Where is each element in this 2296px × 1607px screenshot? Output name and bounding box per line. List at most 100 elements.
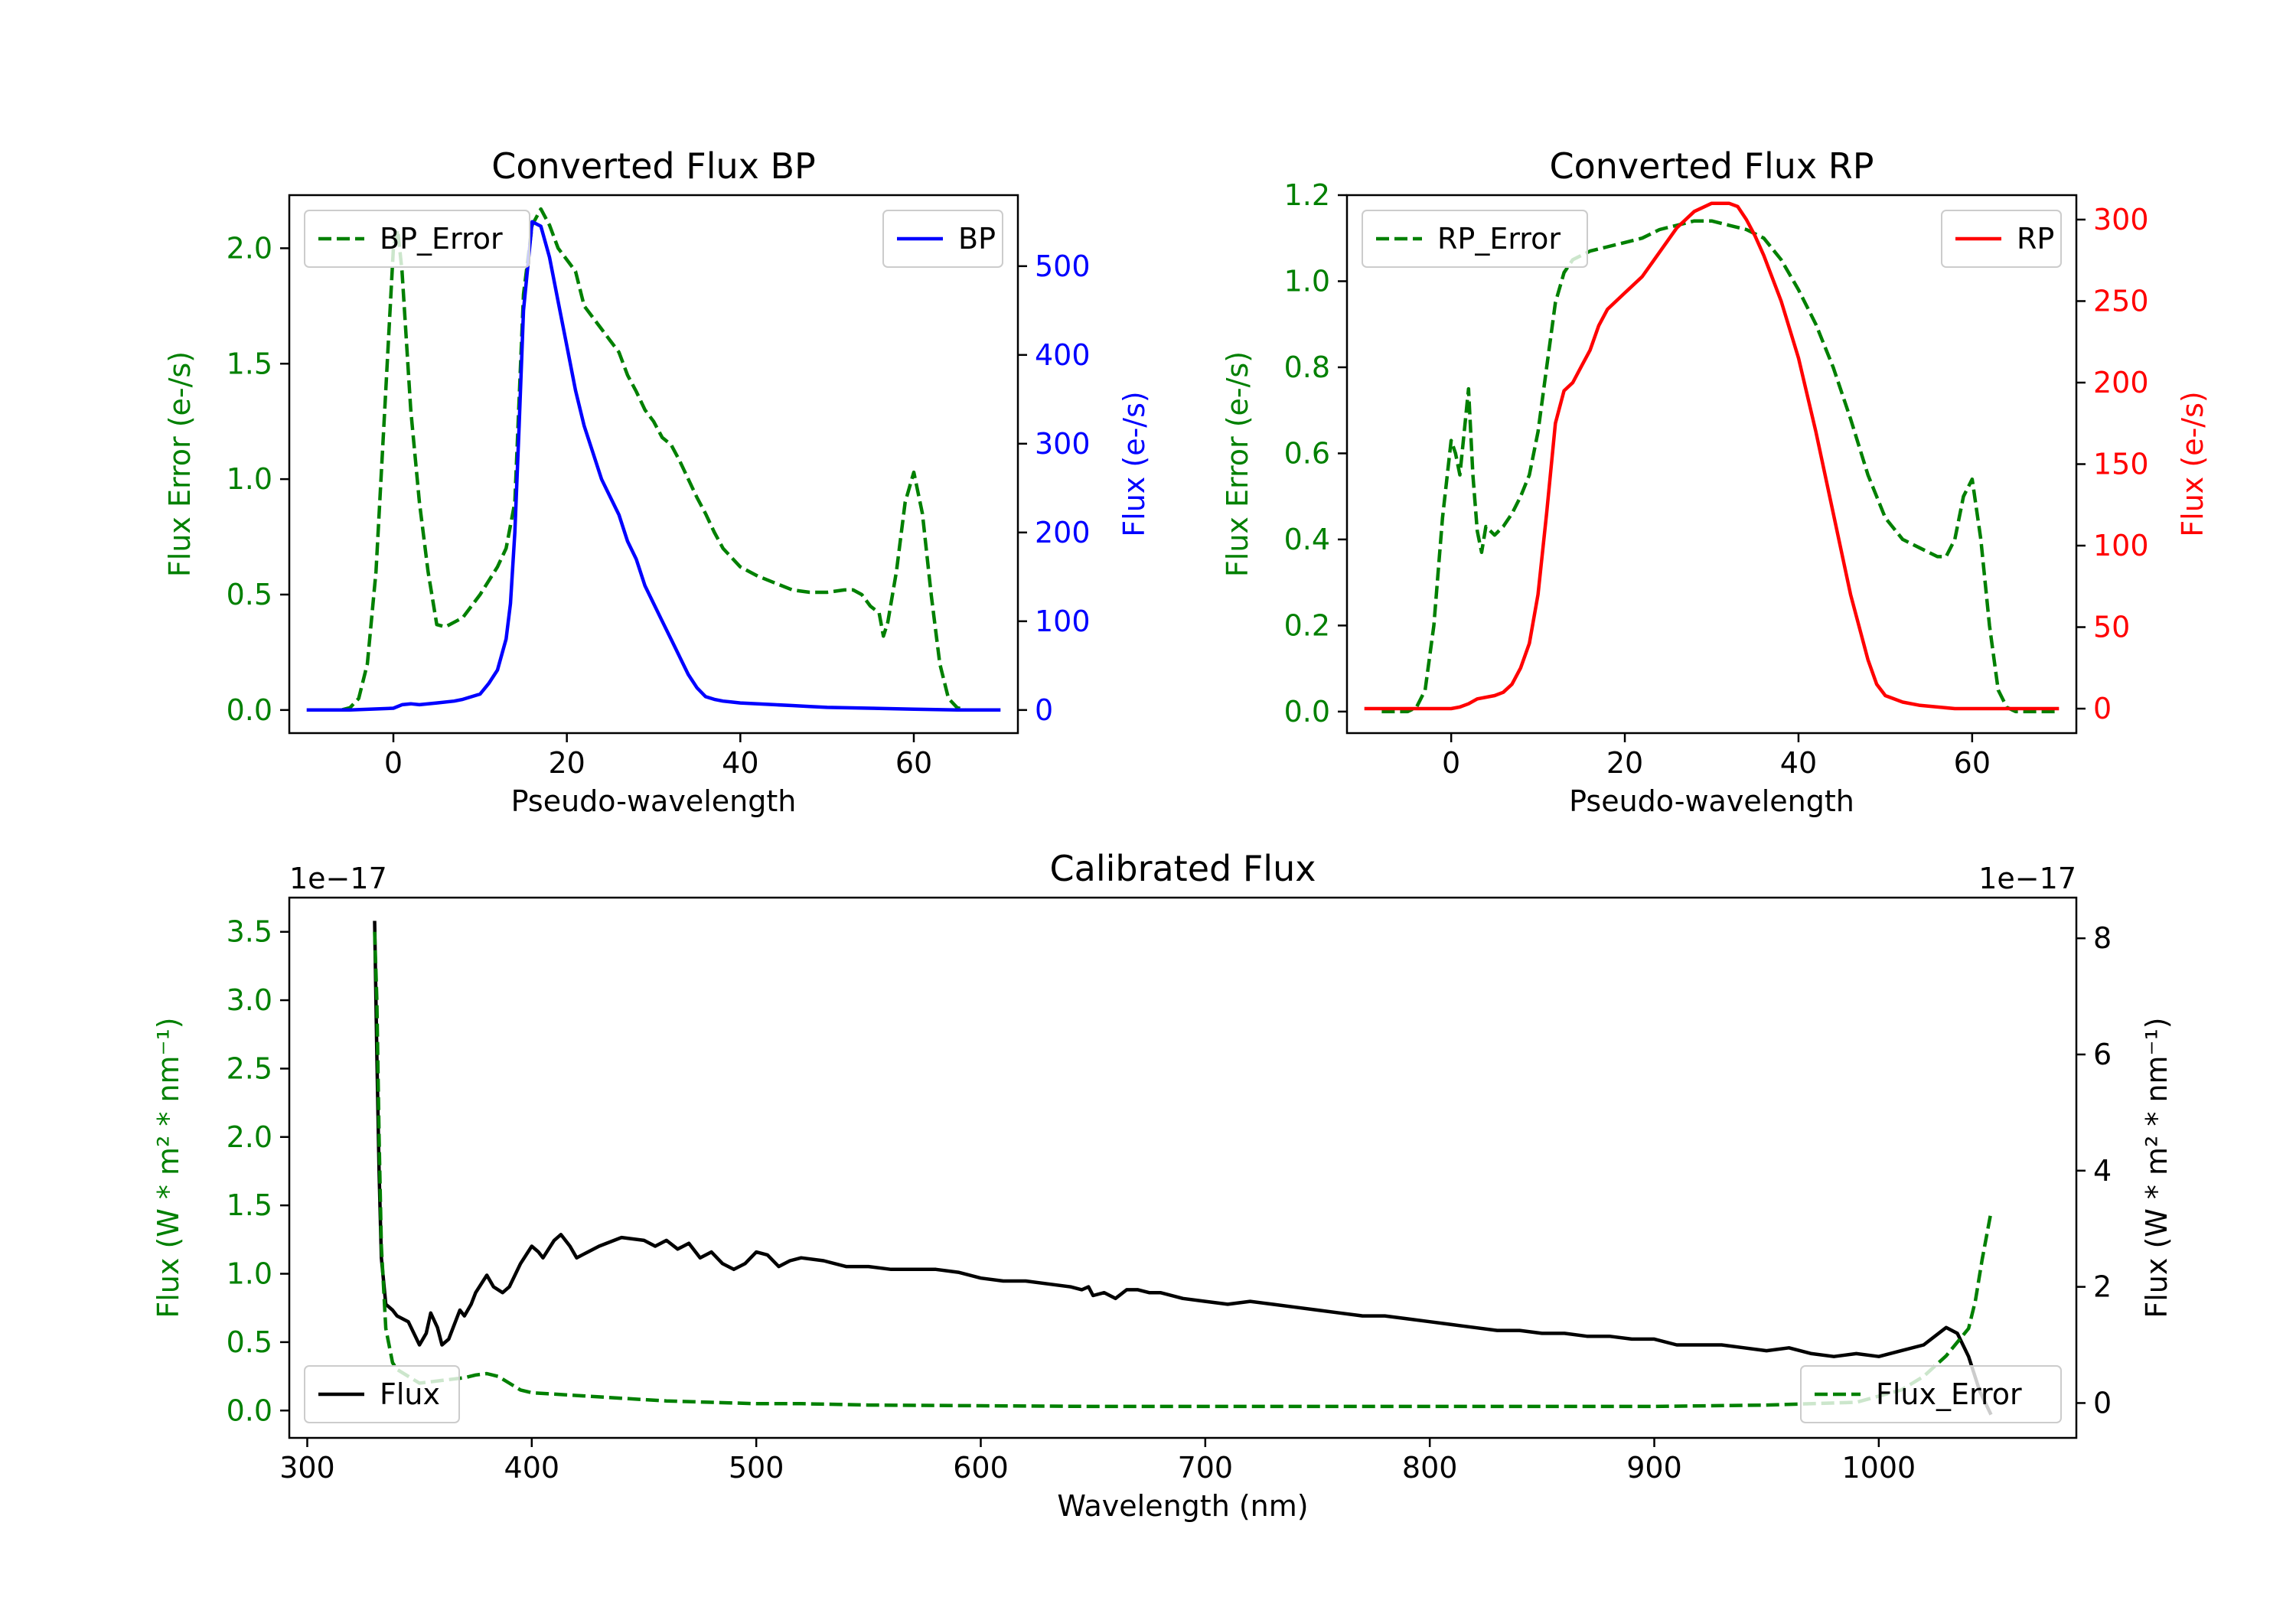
y-left-tick-label: 2.0 bbox=[227, 231, 272, 265]
series-line-rp-error bbox=[1381, 219, 2060, 714]
x-tick-label: 800 bbox=[1402, 1451, 1458, 1485]
y-left-offset-label: 1e−17 bbox=[289, 862, 387, 895]
legend-flux: Flux bbox=[304, 1365, 460, 1423]
x-tick-label: 1000 bbox=[1842, 1451, 1916, 1485]
plot-frame bbox=[288, 194, 1019, 735]
y-left-axis-label: Flux Error (e-/s) bbox=[1221, 351, 1254, 577]
y-left-tick-label: 0.6 bbox=[1284, 436, 1330, 470]
y-left-tick-label: 2.5 bbox=[227, 1051, 272, 1085]
y-right-tick-label: 400 bbox=[1035, 338, 1091, 372]
legend-label: BP_Error bbox=[380, 222, 503, 256]
y-left-tick-label: 1.0 bbox=[227, 1257, 272, 1291]
legend-label: Flux_Error bbox=[1876, 1377, 2022, 1411]
x-axis-label: Pseudo-wavelength bbox=[511, 784, 797, 818]
plot-frame bbox=[288, 896, 2078, 1439]
x-tick-label: 500 bbox=[729, 1451, 784, 1485]
series-line-rp bbox=[1364, 201, 2060, 711]
x-axis-label: Pseudo-wavelength bbox=[1569, 784, 1854, 818]
plot-frame bbox=[1345, 194, 2078, 735]
y-left-tick-label: 1.2 bbox=[1284, 178, 1330, 212]
chart-title: Calibrated Flux bbox=[1050, 848, 1316, 889]
legend-frame bbox=[304, 1365, 460, 1423]
y-left-tick-label: 1.0 bbox=[1284, 264, 1330, 298]
series-group bbox=[373, 921, 1993, 1416]
series-line-flux-error bbox=[373, 931, 1993, 1409]
y-left-tick-label: 0.4 bbox=[1284, 523, 1330, 556]
y-right-tick-label: 500 bbox=[1035, 249, 1091, 283]
legend-bp: BP bbox=[882, 210, 1003, 268]
y-right-axis-label: Flux (e-/s) bbox=[1117, 391, 1151, 536]
y-left-tick-label: 3.0 bbox=[227, 983, 272, 1017]
series-line-flux bbox=[373, 921, 1993, 1416]
x-tick-label: 400 bbox=[504, 1451, 560, 1485]
y-right-tick-label: 300 bbox=[1035, 427, 1091, 461]
y-right-tick-label: 4 bbox=[2093, 1154, 2112, 1188]
y-right-tick-label: 8 bbox=[2093, 921, 2112, 955]
y-right-tick-label: 50 bbox=[2093, 611, 2130, 644]
x-tick-label: 60 bbox=[1954, 746, 1991, 780]
y-left-axis-label: Flux (W * m² * nm⁻¹) bbox=[152, 1017, 185, 1318]
y-right-tick-label: 2 bbox=[2093, 1270, 2112, 1304]
chart-title: Converted Flux RP bbox=[1550, 145, 1874, 187]
y-right-axis-label: Flux (e-/s) bbox=[2176, 391, 2210, 536]
chart-calibrated: 300 400 500 600 700 800 900 1000 0.0 0.5 1.0 1.5 2.0… bbox=[152, 848, 2174, 1523]
legend-frame bbox=[304, 210, 530, 268]
legend-bp-error: BP_Error bbox=[304, 210, 530, 268]
y-right-tick-label: 200 bbox=[2093, 366, 2149, 399]
series-line-bp bbox=[306, 220, 1001, 712]
chart-bp: 0 20 40 60 0.0 0.5 1.0 1.5 2.0 0 100 200 300 400 500 Co… bbox=[163, 145, 1151, 818]
x-tick-label: 20 bbox=[1606, 746, 1643, 780]
chart-title: Converted Flux BP bbox=[491, 145, 816, 187]
legend-flux-error: Flux_Error bbox=[1800, 1365, 2062, 1423]
y-left-tick-label: 0.0 bbox=[1284, 695, 1330, 729]
y-left-tick-label: 1.5 bbox=[227, 347, 272, 380]
y-left-tick-label: 0.0 bbox=[227, 1393, 272, 1427]
y-left-tick-label: 3.5 bbox=[227, 915, 272, 949]
x-tick-label: 900 bbox=[1626, 1451, 1682, 1485]
y-left-tick-label: 1.0 bbox=[227, 462, 272, 496]
x-tick-label: 700 bbox=[1178, 1451, 1234, 1485]
y-left-tick-label: 0.8 bbox=[1284, 350, 1330, 384]
x-tick-label: 0 bbox=[1442, 746, 1460, 780]
y-right-offset-label: 1e−17 bbox=[1978, 862, 2076, 895]
legend-frame bbox=[1800, 1365, 2062, 1423]
y-left-tick-label: 0.2 bbox=[1284, 608, 1330, 642]
y-right-tick-label: 0 bbox=[2093, 692, 2112, 725]
series-group bbox=[1364, 201, 2060, 714]
y-right-tick-label: 6 bbox=[2093, 1038, 2112, 1071]
x-tick-label: 40 bbox=[722, 746, 758, 780]
y-left-tick-label: 2.0 bbox=[227, 1120, 272, 1154]
y-left-tick-label: 0.5 bbox=[227, 578, 272, 611]
series-group bbox=[306, 207, 1001, 712]
y-right-tick-label: 0 bbox=[2093, 1386, 2112, 1420]
y-right-tick-label: 100 bbox=[2093, 529, 2149, 562]
chart-rp: 0 20 40 60 0.0 0.2 0.4 0.6 0.8 1.0 1.2 0 50 100 150 200… bbox=[1221, 145, 2210, 818]
y-left-tick-label: 0.5 bbox=[227, 1325, 272, 1359]
x-tick-label: 300 bbox=[279, 1451, 335, 1485]
legend-rp-error: RP_Error bbox=[1362, 210, 1588, 268]
x-tick-label: 600 bbox=[953, 1451, 1009, 1485]
legend-rp: RP bbox=[1941, 210, 2062, 268]
y-right-tick-label: 300 bbox=[2093, 203, 2149, 236]
legend-label: BP bbox=[958, 222, 996, 256]
x-axis-label: Wavelength (nm) bbox=[1057, 1489, 1308, 1523]
legend-label: RP bbox=[2017, 222, 2054, 256]
legend-label: RP_Error bbox=[1437, 222, 1561, 256]
y-right-tick-label: 100 bbox=[1035, 605, 1091, 638]
series-line-bp-error bbox=[324, 207, 1001, 712]
legend-label: Flux bbox=[380, 1377, 440, 1411]
y-right-tick-label: 250 bbox=[2093, 284, 2149, 318]
y-right-axis-label: Flux (W * m² * nm⁻¹) bbox=[2140, 1017, 2174, 1318]
y-right-tick-label: 0 bbox=[1035, 693, 1053, 727]
y-right-tick-label: 200 bbox=[1035, 516, 1091, 549]
x-tick-label: 0 bbox=[384, 746, 403, 780]
y-left-axis-label: Flux Error (e-/s) bbox=[163, 351, 197, 577]
y-left-tick-label: 0.0 bbox=[227, 693, 272, 727]
x-tick-label: 60 bbox=[895, 746, 932, 780]
x-tick-label: 20 bbox=[548, 746, 585, 780]
y-right-tick-label: 150 bbox=[2093, 448, 2149, 481]
y-left-tick-label: 1.5 bbox=[227, 1188, 272, 1222]
x-tick-label: 40 bbox=[1780, 746, 1817, 780]
legend-frame bbox=[1362, 210, 1588, 268]
